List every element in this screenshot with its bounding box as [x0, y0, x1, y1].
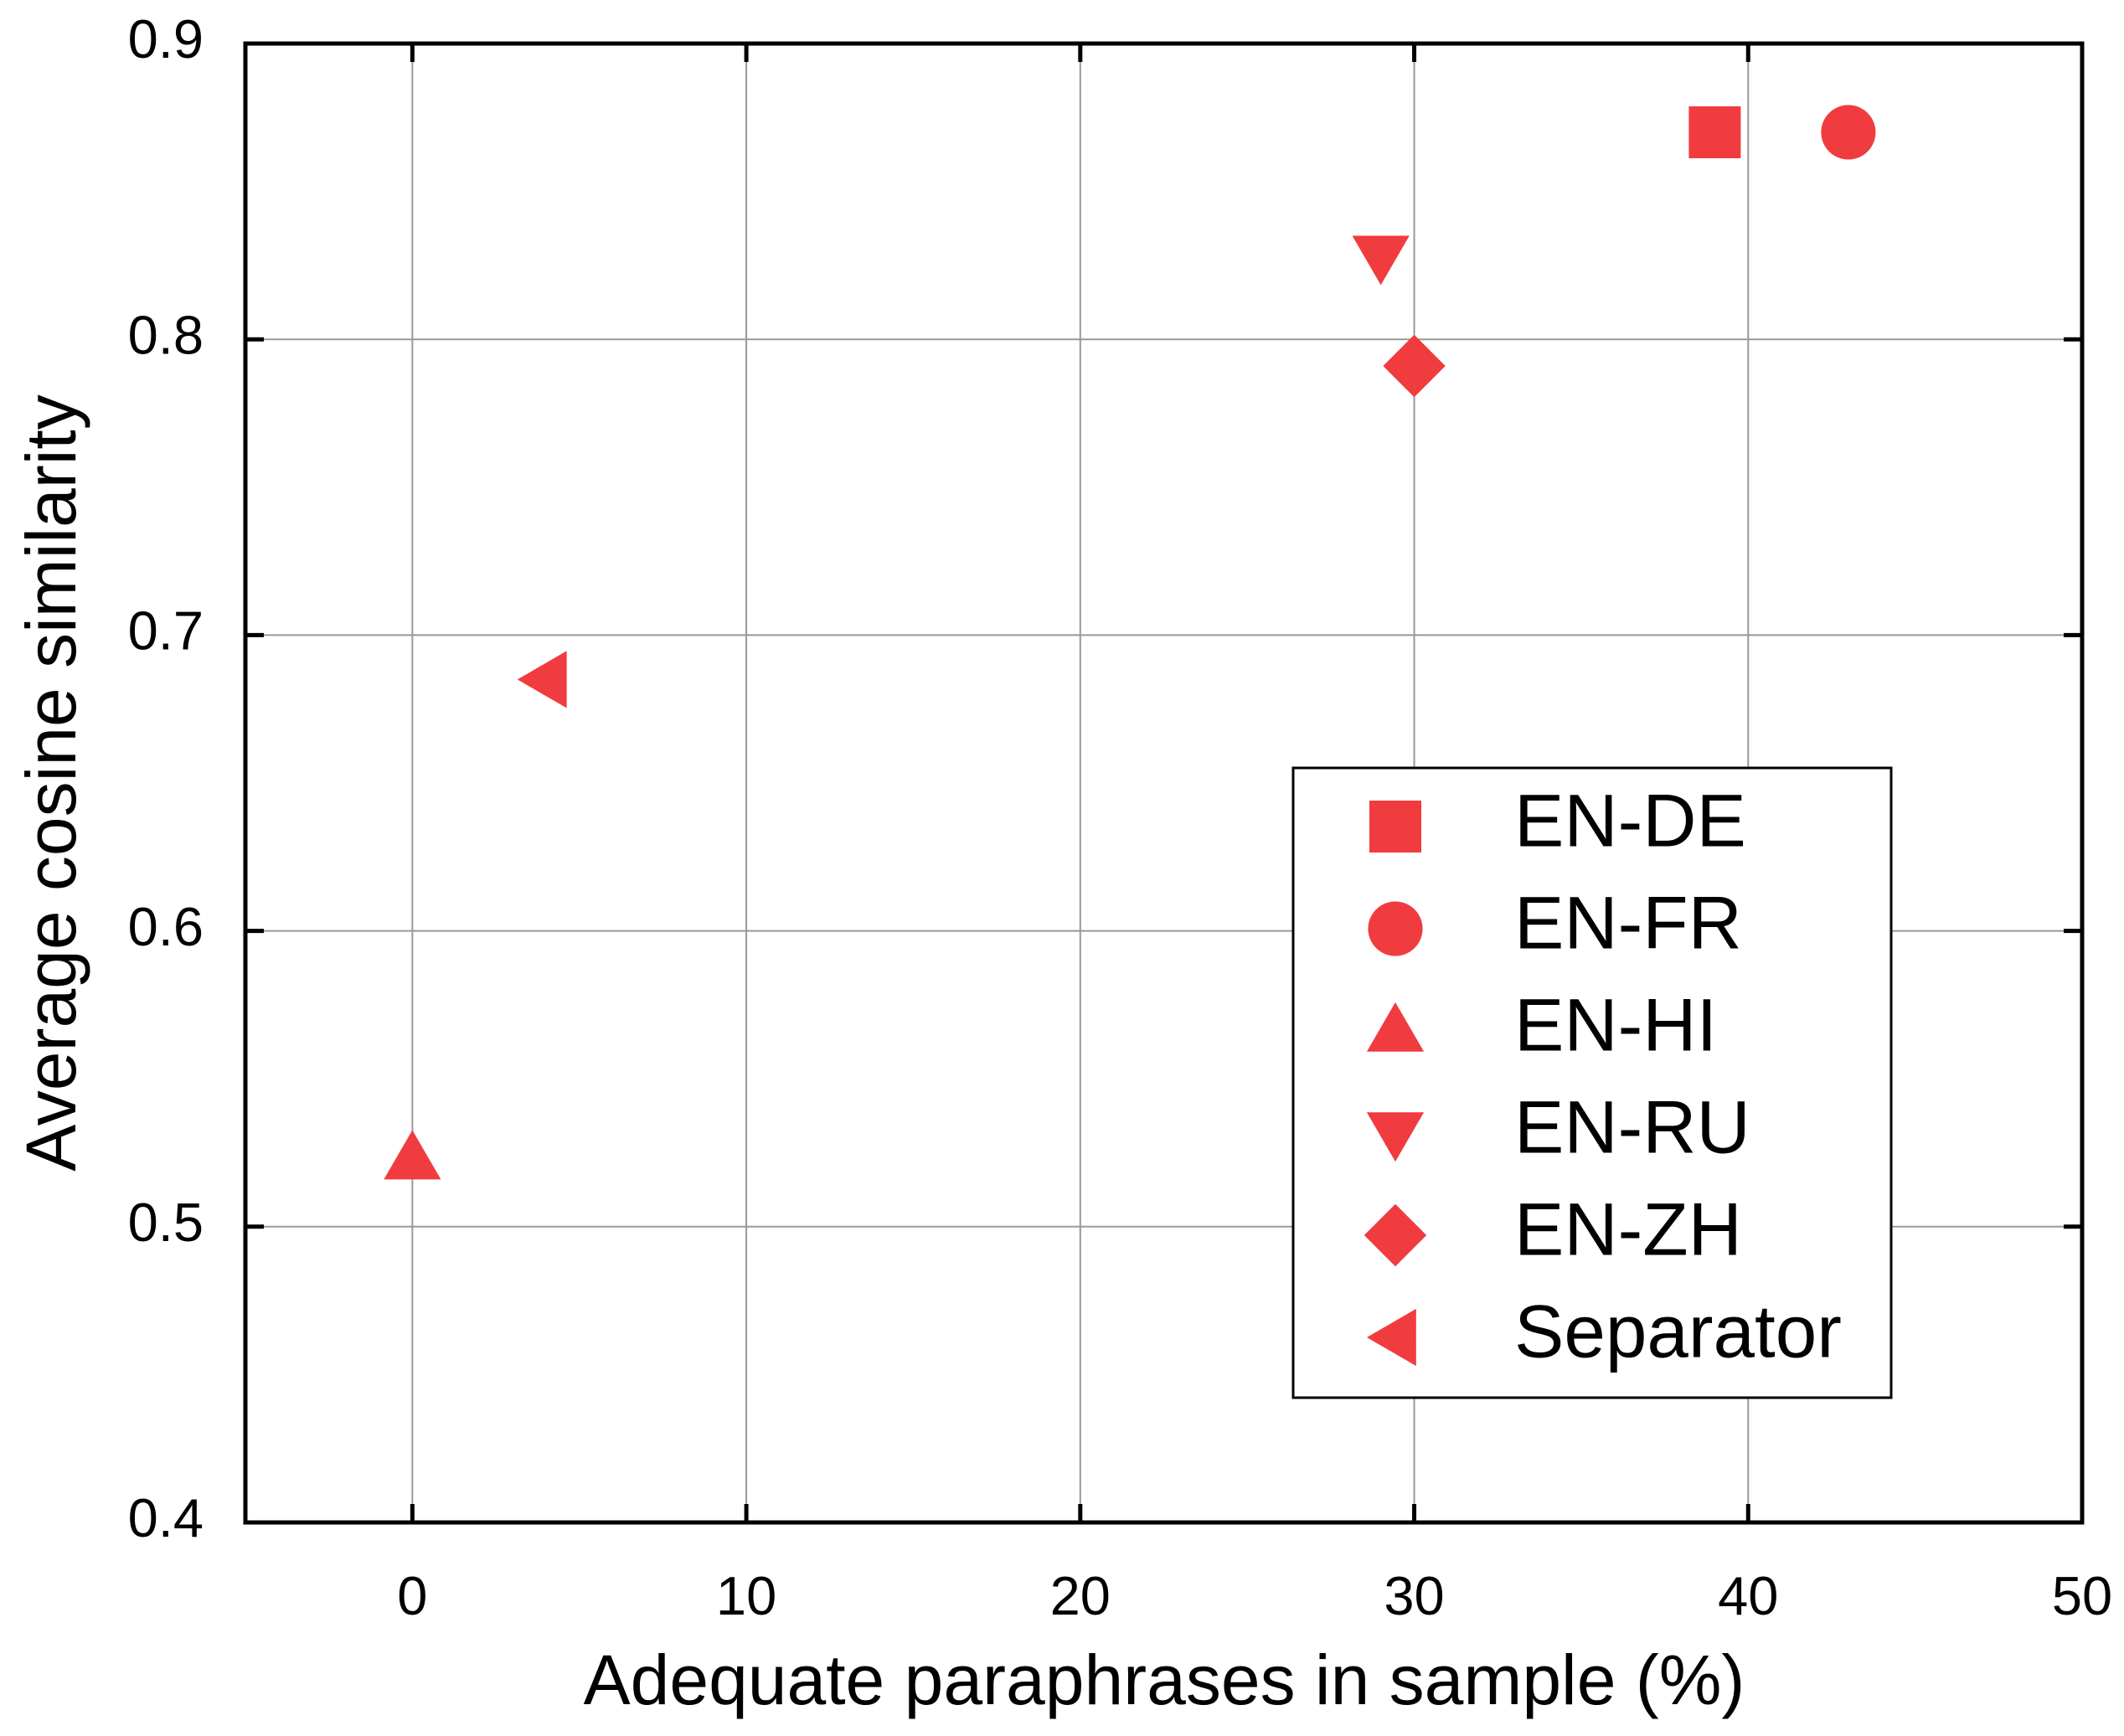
y-axis-label: Average cosine similarity — [12, 394, 90, 1172]
legend-label: EN-ZH — [1514, 1187, 1742, 1271]
x-axis-label: Adequate paraphrases in sample (%) — [584, 1641, 1745, 1719]
legend-marker — [1364, 1203, 1427, 1267]
legend-marker — [1368, 901, 1423, 956]
legend-label: EN-HI — [1514, 983, 1717, 1067]
point — [1688, 106, 1741, 158]
y-tick-label: 0.7 — [128, 600, 204, 662]
legend-label: Separator — [1514, 1290, 1842, 1373]
point — [1352, 235, 1410, 286]
x-tick-label: 20 — [1050, 1565, 1111, 1626]
legend-label: EN-FR — [1514, 881, 1742, 965]
point — [1383, 334, 1446, 398]
legend-marker — [1366, 1308, 1416, 1367]
y-tick-label: 0.9 — [128, 8, 204, 70]
legend-label: EN-DE — [1514, 779, 1746, 863]
plot-frame — [243, 41, 2085, 1525]
x-tick-label: 30 — [1384, 1565, 1444, 1626]
x-tick-label: 40 — [1718, 1565, 1778, 1626]
point — [1821, 105, 1876, 160]
legend-marker — [1369, 801, 1421, 853]
y-tick-label: 0.4 — [128, 1487, 204, 1548]
y-tick-label: 0.5 — [128, 1192, 204, 1253]
legend-marker — [1366, 1112, 1425, 1162]
legend-box — [1291, 766, 1893, 1399]
x-tick-label: 0 — [397, 1565, 427, 1626]
point — [384, 1130, 441, 1180]
legend-label: EN-RU — [1514, 1085, 1750, 1169]
x-tick-label: 10 — [716, 1565, 776, 1626]
y-tick-label: 0.8 — [128, 304, 204, 365]
point — [517, 651, 567, 708]
x-tick-label: 50 — [2052, 1565, 2112, 1626]
legend-marker — [1366, 1002, 1425, 1052]
y-tick-label: 0.6 — [128, 896, 204, 957]
